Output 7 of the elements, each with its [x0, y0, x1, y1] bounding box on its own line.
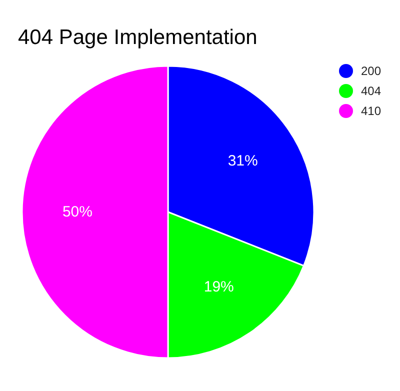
chart-title: 404 Page Implementation	[18, 26, 258, 49]
data-label: 19%	[204, 278, 234, 296]
legend-label: 404	[361, 84, 382, 98]
data-label: 31%	[228, 152, 258, 170]
data-label: 50%	[62, 204, 92, 220]
legend-label: 410	[361, 104, 382, 118]
legend-label: 200	[361, 64, 382, 78]
